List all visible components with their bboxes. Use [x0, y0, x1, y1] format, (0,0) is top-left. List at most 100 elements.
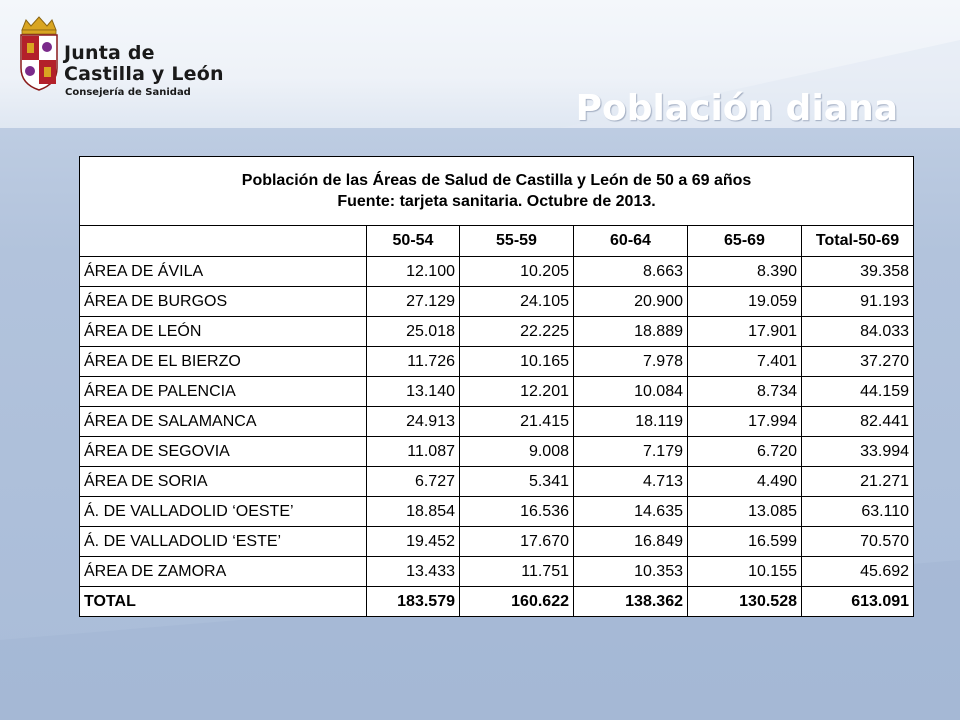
table-cell: 11.087 [366, 436, 460, 467]
table-cell: 17.901 [687, 316, 802, 347]
table-cell: 70.570 [800, 526, 915, 557]
table-cell: 63.110 [800, 496, 915, 527]
table-row: ÁREA DE EL BIERZO 11.726 10.165 7.978 7.401 3… [79, 346, 915, 377]
table-cell: 4.713 [573, 466, 688, 497]
table-cell: 12.100 [366, 256, 460, 287]
table-cell: 21.415 [459, 406, 574, 437]
table-cell: 11.726 [366, 346, 460, 377]
column-header: 55-59 [459, 225, 574, 257]
logo-line-1: Junta de [64, 42, 155, 64]
column-header: 65-69 [687, 225, 802, 257]
area-name-cell: ÁREA DE SALAMANCA [79, 406, 367, 437]
table-row: Á. DE VALLADOLID ‘OESTE’ 18.854 16.536 14.6… [79, 496, 915, 527]
area-name-cell: ÁREA DE BURGOS [79, 286, 367, 317]
table-cell: 39.358 [800, 256, 915, 287]
table-cell: 8.663 [573, 256, 688, 287]
caption-line-1: Población de las Áreas de Salud de Casti… [241, 172, 752, 189]
table-cell: 613.091 [800, 586, 915, 617]
table-row: ÁREA DE PALENCIA 13.140 12.201 10.084 8.734 4… [79, 376, 915, 407]
table-row: ÁREA DE SEGOVIA 11.087 9.008 7.179 6.720 33.9… [79, 436, 915, 467]
table-cell: 33.994 [800, 436, 915, 467]
table-cell: 16.849 [573, 526, 688, 557]
area-name-cell: ÁREA DE PALENCIA [79, 376, 367, 407]
castilla-leon-shield-icon [20, 16, 58, 91]
table-cell: 130.528 [687, 586, 802, 617]
table-cell: 160.622 [459, 586, 574, 617]
table-cell: 11.751 [459, 556, 574, 587]
table-cell: 16.536 [459, 496, 574, 527]
table-cell: 4.490 [687, 466, 802, 497]
table-cell: 24.105 [459, 286, 574, 317]
area-name-cell: Á. DE VALLADOLID ‘OESTE’ [79, 496, 367, 527]
table-cell: 84.033 [800, 316, 915, 347]
table-cell: 7.179 [573, 436, 688, 467]
table-cell: 10.205 [459, 256, 574, 287]
table-cell: 14.635 [573, 496, 688, 527]
table-cell: 10.084 [573, 376, 688, 407]
table-cell: 24.913 [366, 406, 460, 437]
page-title: Población diana [575, 88, 898, 129]
table-cell: 45.692 [800, 556, 915, 587]
table-cell: 44.159 [800, 376, 915, 407]
logo: Junta de Castilla y León Consejería de S… [16, 16, 226, 106]
table-cell: 13.140 [366, 376, 460, 407]
table-cell: 183.579 [366, 586, 460, 617]
table-cell: 8.390 [687, 256, 802, 287]
table-cell: 19.452 [366, 526, 460, 557]
table-cell: 8.734 [687, 376, 802, 407]
area-name-cell: Á. DE VALLADOLID ‘ESTE’ [79, 526, 367, 557]
table-cell: 5.341 [459, 466, 574, 497]
table-cell: 17.994 [687, 406, 802, 437]
area-name-cell: ÁREA DE EL BIERZO [79, 346, 367, 377]
table-cell: 25.018 [366, 316, 460, 347]
table-cell: 10.353 [573, 556, 688, 587]
column-header: 60-64 [573, 225, 688, 257]
table-cell: 27.129 [366, 286, 460, 317]
table-row: ÁREA DE BURGOS 27.129 24.105 20.900 19.059 91… [79, 286, 915, 317]
table-row: ÁREA DE ZAMORA 13.433 11.751 10.353 10.155 45… [79, 556, 915, 587]
table-cell: 19.059 [687, 286, 802, 317]
table-cell: 37.270 [800, 346, 915, 377]
table-header-row: 50-54 55-59 60-64 65-69 Total-50-69 [79, 225, 915, 257]
table-cell: 82.441 [800, 406, 915, 437]
table-cell: 7.401 [687, 346, 802, 377]
area-name-cell: ÁREA DE LEÓN [79, 316, 367, 347]
table-cell: 13.433 [366, 556, 460, 587]
total-row: TOTAL 183.579 160.622 138.362 130.528 61… [79, 586, 915, 617]
table-cell: 16.599 [687, 526, 802, 557]
column-header: 50-54 [366, 225, 460, 257]
table-cell: 18.889 [573, 316, 688, 347]
table-cell: 6.720 [687, 436, 802, 467]
total-label: TOTAL [79, 586, 367, 617]
table-cell: 91.193 [800, 286, 915, 317]
area-name-cell: ÁREA DE SEGOVIA [79, 436, 367, 467]
area-name-cell: ÁREA DE ZAMORA [79, 556, 367, 587]
table-cell: 7.978 [573, 346, 688, 377]
table-body: ÁREA DE ÁVILA 12.100 10.205 8.663 8.390 39.35… [79, 256, 915, 587]
population-table: Población de las Áreas de Salud de Casti… [78, 156, 915, 617]
area-name-cell: ÁREA DE ÁVILA [79, 256, 367, 287]
table-cell: 13.085 [687, 496, 802, 527]
table-cell: 9.008 [459, 436, 574, 467]
table-cell: 18.119 [573, 406, 688, 437]
table-caption-row: Población de las Áreas de Salud de Casti… [78, 156, 915, 226]
table-cell: 20.900 [573, 286, 688, 317]
area-name-cell: ÁREA DE SORIA [79, 466, 367, 497]
table-row: ÁREA DE SORIA 6.727 5.341 4.713 4.490 21.271 [79, 466, 915, 497]
table-row: ÁREA DE LEÓN 25.018 22.225 18.889 17.901 84.0… [79, 316, 915, 347]
table-cell: 21.271 [800, 466, 915, 497]
table-row: ÁREA DE SALAMANCA 24.913 21.415 18.119 17.99… [79, 406, 915, 437]
column-header: Total-50-69 [800, 225, 915, 257]
table-cell: 17.670 [459, 526, 574, 557]
table-cell: 138.362 [573, 586, 688, 617]
table-cell: 12.201 [459, 376, 574, 407]
table-cell: 18.854 [366, 496, 460, 527]
table-cell: 10.155 [687, 556, 802, 587]
table-cell: 22.225 [459, 316, 574, 347]
column-header [79, 225, 367, 257]
table-cell: 10.165 [459, 346, 574, 377]
logo-line-2: Castilla y León [64, 63, 224, 85]
caption-line-2: Fuente: tarjeta sanitaria. Octubre de 20… [337, 193, 656, 210]
table-row: Á. DE VALLADOLID ‘ESTE’ 19.452 17.670 16.84… [79, 526, 915, 557]
table-row: ÁREA DE ÁVILA 12.100 10.205 8.663 8.390 39.35… [79, 256, 915, 287]
